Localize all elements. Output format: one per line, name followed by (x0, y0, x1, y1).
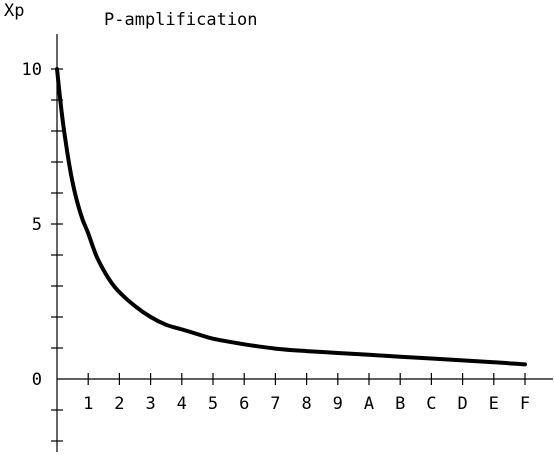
x-tick-label: 4 (177, 394, 187, 414)
x-tick-label: 1 (83, 394, 93, 414)
x-tick-label: 3 (145, 394, 155, 414)
x-tick-label: C (426, 394, 436, 414)
y-tick-label: 0 (32, 370, 42, 390)
x-tick-label: 9 (333, 394, 343, 414)
series-curve (55, 67, 527, 367)
x-tick-label: 8 (301, 394, 311, 414)
x-tick-label: B (395, 394, 405, 414)
x-tick-label: 7 (270, 394, 280, 414)
x-tick-label: D (457, 394, 467, 414)
x-tick-label: 6 (239, 394, 249, 414)
y-tick-label: 10 (22, 60, 42, 80)
chart-title: P-amplification (104, 10, 258, 30)
ticks-group: 1 2 3 4 5 6 7 8 9 A B C D E F 10 5 0 (22, 60, 530, 442)
x-tick-label: 2 (114, 394, 124, 414)
y-tick-label: 5 (32, 215, 42, 235)
x-tick-label: E (489, 394, 499, 414)
x-tick-label: A (364, 394, 374, 414)
y-axis-label: Xp (4, 1, 24, 21)
x-tick-label: 5 (208, 394, 218, 414)
x-tick-label: F (520, 394, 530, 414)
